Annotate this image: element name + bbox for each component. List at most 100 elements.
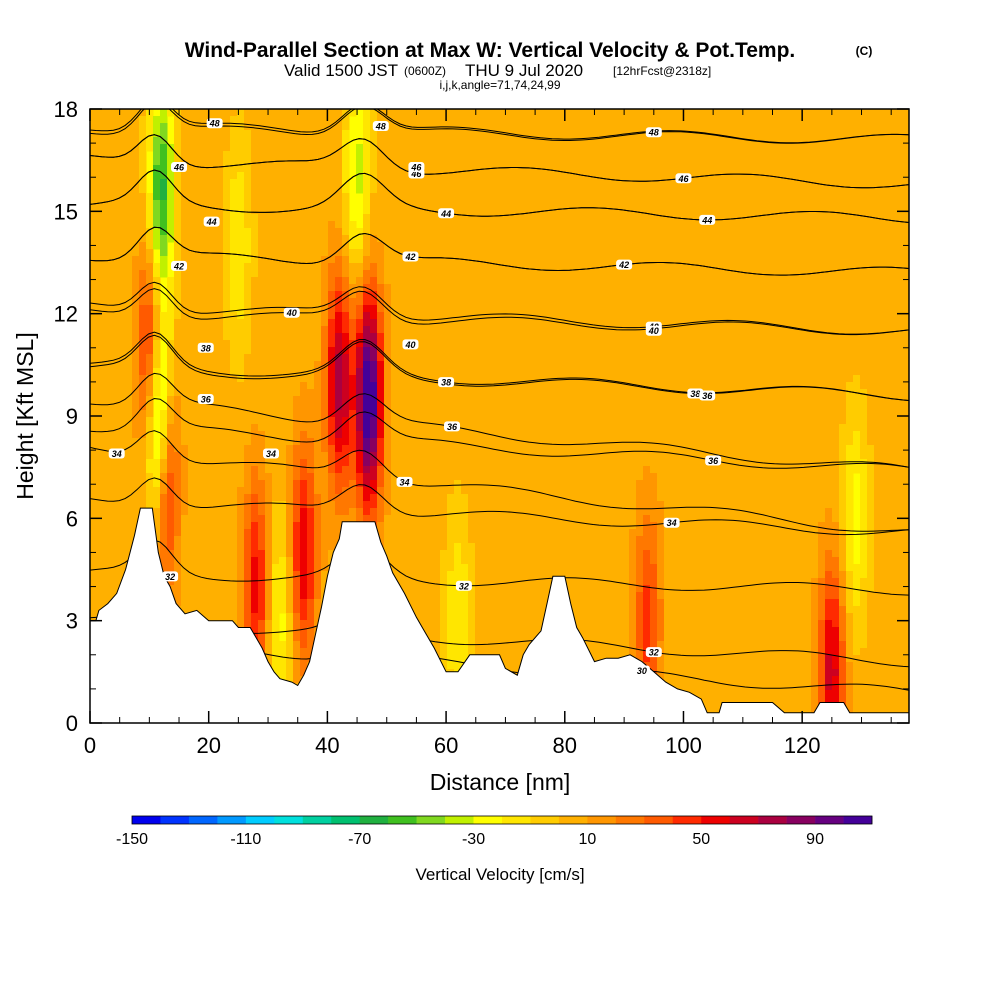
velocity-cell xyxy=(265,319,273,327)
velocity-cell xyxy=(475,634,483,642)
velocity-cell xyxy=(272,319,280,327)
velocity-cell xyxy=(433,340,441,348)
velocity-cell xyxy=(370,249,378,257)
velocity-cell xyxy=(447,494,455,502)
velocity-cell xyxy=(349,459,357,467)
velocity-cell xyxy=(181,109,189,117)
velocity-cell xyxy=(468,193,476,201)
velocity-cell xyxy=(160,186,168,194)
velocity-cell xyxy=(258,116,266,124)
velocity-cell xyxy=(314,228,322,236)
velocity-cell xyxy=(440,641,448,649)
velocity-cell xyxy=(384,445,392,453)
velocity-cell xyxy=(342,417,350,425)
velocity-cell xyxy=(160,487,168,495)
velocity-cell xyxy=(90,375,98,383)
velocity-cell xyxy=(167,564,175,572)
velocity-cell xyxy=(475,207,483,215)
velocity-cell xyxy=(440,284,448,292)
velocity-cell xyxy=(447,354,455,362)
velocity-cell xyxy=(216,564,224,572)
velocity-cell xyxy=(447,158,455,166)
velocity-cell xyxy=(104,466,112,474)
velocity-cell xyxy=(475,312,483,320)
velocity-cell xyxy=(377,144,385,152)
velocity-cell xyxy=(461,242,469,250)
velocity-cell xyxy=(160,221,168,229)
velocity-cell xyxy=(286,403,294,411)
velocity-cell xyxy=(223,613,231,621)
velocity-cell xyxy=(132,368,140,376)
velocity-cell xyxy=(370,473,378,481)
velocity-cell xyxy=(370,396,378,404)
velocity-cell xyxy=(314,179,322,187)
velocity-cell xyxy=(265,165,273,173)
velocity-cell xyxy=(258,487,266,495)
velocity-cell xyxy=(489,207,497,215)
velocity-cell xyxy=(440,354,448,362)
velocity-cell xyxy=(237,242,245,250)
velocity-cell xyxy=(412,480,420,488)
velocity-cell xyxy=(188,200,196,208)
velocity-cell xyxy=(398,277,406,285)
velocity-cell xyxy=(454,438,462,446)
velocity-cell xyxy=(342,249,350,257)
velocity-cell xyxy=(300,319,308,327)
velocity-cell xyxy=(454,298,462,306)
velocity-cell xyxy=(265,571,273,579)
velocity-cell xyxy=(181,403,189,411)
velocity-cell xyxy=(230,109,238,117)
velocity-cell xyxy=(237,452,245,460)
velocity-cell xyxy=(251,543,259,551)
velocity-cell xyxy=(426,291,434,299)
velocity-cell xyxy=(447,543,455,551)
velocity-cell xyxy=(230,606,238,614)
velocity-cell xyxy=(349,417,357,425)
velocity-cell xyxy=(209,228,217,236)
velocity-cell xyxy=(202,494,210,502)
velocity-cell xyxy=(111,207,119,215)
velocity-cell xyxy=(328,480,336,488)
velocity-cell xyxy=(489,158,497,166)
velocity-cell xyxy=(195,228,203,236)
velocity-cell xyxy=(342,291,350,299)
velocity-cell xyxy=(482,424,490,432)
velocity-cell xyxy=(391,109,399,117)
velocity-cell xyxy=(265,494,273,502)
velocity-cell xyxy=(440,599,448,607)
velocity-cell xyxy=(482,291,490,299)
velocity-cell xyxy=(370,109,378,117)
velocity-cell xyxy=(412,417,420,425)
velocity-cell xyxy=(300,613,308,621)
velocity-cell xyxy=(244,214,252,222)
velocity-cell xyxy=(104,375,112,383)
velocity-cell xyxy=(293,620,301,628)
velocity-cell xyxy=(251,417,259,425)
velocity-cell xyxy=(370,326,378,334)
velocity-cell xyxy=(405,543,413,551)
velocity-cell xyxy=(97,284,105,292)
velocity-cell xyxy=(167,417,175,425)
velocity-cell xyxy=(405,263,413,271)
velocity-cell xyxy=(279,543,287,551)
velocity-cell xyxy=(412,144,420,152)
velocity-cell xyxy=(307,137,315,145)
velocity-cell xyxy=(209,417,217,425)
velocity-cell xyxy=(272,186,280,194)
velocity-cell xyxy=(265,529,273,537)
velocity-cell xyxy=(370,277,378,285)
velocity-cell xyxy=(391,298,399,306)
velocity-cell xyxy=(181,151,189,159)
velocity-cell xyxy=(195,235,203,243)
velocity-cell xyxy=(104,207,112,215)
velocity-cell xyxy=(286,165,294,173)
velocity-cell xyxy=(363,249,371,257)
velocity-cell xyxy=(391,452,399,460)
velocity-cell xyxy=(300,186,308,194)
vertical-velocity-field xyxy=(90,109,909,723)
velocity-cell xyxy=(363,438,371,446)
velocity-cell xyxy=(412,158,420,166)
velocity-cell xyxy=(461,655,469,663)
velocity-cell xyxy=(482,648,490,656)
velocity-cell xyxy=(398,536,406,544)
